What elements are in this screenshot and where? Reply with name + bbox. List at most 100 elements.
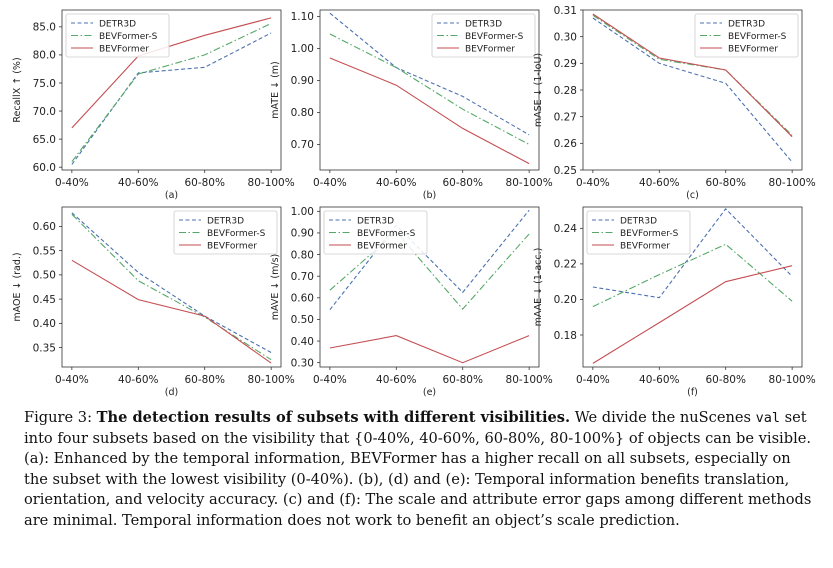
- subplot-c-legend-label-bevformer-s: BEVFormer-S: [728, 32, 787, 42]
- subplot-d-ytick-label-1: 0.40: [33, 318, 56, 330]
- subplot-f-xtick-label-1: 40-60%: [639, 374, 680, 386]
- subplot-c-series-detr3d: [592, 17, 793, 163]
- subplot-b-legend-label-detr3d: DETR3D: [465, 19, 502, 29]
- subplot-e: 0.30 0.40 0.50 0.60 0.70 0.80 0.90 1.00 0-40% 40-…: [270, 206, 553, 398]
- subplot-a-legend-label-bevformer: BEVFormer: [99, 44, 149, 54]
- subplot-c-ytick-label-1: 0.26: [554, 138, 578, 150]
- subplot-e-ytick-label-6: 0.90: [291, 228, 314, 240]
- subplot-c-ytick-label-6: 0.31: [554, 5, 577, 17]
- subplot-e-xtick-label-2: 60-80%: [442, 374, 483, 386]
- caption-text-1: We divide the nuScenes: [570, 409, 756, 426]
- subplot-b-series-bevformer: [329, 57, 530, 165]
- subplot-d-series-bevformer: [71, 259, 272, 364]
- subplot-b-legend-label-bevformer: BEVFormer: [465, 44, 515, 54]
- subplot-b-xtick-label-1: 40-60%: [376, 177, 417, 189]
- subplot-e-xtick-label-0: 0-40%: [313, 374, 347, 386]
- subplot-d-series-bevformer-s: [71, 213, 272, 361]
- subplot-f-series-detr3d: [592, 207, 793, 299]
- subplot-d: 0.35 0.40 0.45 0.50 0.55 0.60 0-40% 40-60% 60-80…: [12, 206, 295, 398]
- subplot-d-ytick-label-2: 0.45: [33, 294, 56, 306]
- subplot-c: 0.25 0.26 0.27 0.28 0.29 0.30 0.31 0-40% 40-60% 6…: [533, 5, 816, 201]
- subplot-b-ytick-label-2: 0.90: [291, 75, 314, 87]
- subplot-b-frame: [319, 9, 540, 171]
- subplot-e-ytick-label-4: 0.70: [291, 271, 314, 283]
- subplot-f-xtick-label-0: 0-40%: [576, 374, 610, 386]
- subplot-e-xtick-label-1: 40-60%: [376, 374, 417, 386]
- subplot-d-xtick-label-2: 60-80%: [184, 374, 225, 386]
- subplot-e-series-detr3d: [329, 209, 530, 311]
- subplot-f-legend-label-bevformer-s: BEVFormer-S: [620, 229, 679, 239]
- subplot-d-xtick-label-0: 0-40%: [55, 374, 89, 386]
- subplot-e-ylabel: mAVE ↓ (m/s): [270, 254, 281, 320]
- subplot-c-ytick-label-2: 0.27: [554, 111, 577, 123]
- subplot-a-frame: [61, 9, 282, 171]
- subplot-a-xtick-label-3: 80-100%: [248, 177, 295, 189]
- subplot-f: 0.18 0.20 0.22 0.24 0-40% 40-60% 60-80% 80-100%…: [533, 206, 816, 398]
- figure-caption: Figure 3: The detection results of subse…: [24, 408, 814, 531]
- subplot-c-xtick-label-3: 80-100%: [769, 177, 816, 189]
- subplot-b-ytick-label-4: 1.10: [291, 11, 314, 23]
- subplot-d-legend-box: [173, 210, 278, 255]
- subplot-f-legend-box: [586, 210, 691, 255]
- subplot-e-ytick-label-7: 1.00: [291, 206, 314, 218]
- subplot-c-xtick-label-2: 60-80%: [705, 177, 746, 189]
- subplot-a-legend: DETR3D BEVFormer-S BEVFormer: [65, 13, 170, 58]
- subplot-d-ylabel: mAOE ↓ (rad.): [12, 252, 23, 321]
- subplot-b-xtick-label-3: 80-100%: [506, 177, 553, 189]
- subplot-b-series-bevformer-s: [329, 33, 530, 145]
- subplot-f-xtick-label-3: 80-100%: [769, 374, 816, 386]
- subplot-a-ylabel: RecallX ↑ (%): [12, 57, 23, 122]
- subplot-c-xtick-label-1: 40-60%: [639, 177, 680, 189]
- subplot-f-ytick-label-1: 0.20: [554, 294, 577, 306]
- subplot-d-legend: DETR3D BEVFormer-S BEVFormer: [173, 210, 278, 255]
- subplot-e-legend-label-detr3d: DETR3D: [357, 216, 394, 226]
- subplot-e-ytick-label-2: 0.50: [291, 314, 314, 326]
- subplot-e-frame: [319, 206, 540, 368]
- subplot-c-panel-label: (c): [686, 190, 699, 201]
- subplot-f-series-bevformer-s: [592, 243, 793, 308]
- caption-label: Figure 3:: [24, 409, 97, 426]
- subplot-a-legend-label-bevformer-s: BEVFormer-S: [99, 32, 158, 42]
- subplot-a-panel-label: (a): [165, 190, 178, 201]
- subplot-f-legend-label-bevformer: BEVFormer: [620, 241, 670, 251]
- subplot-b-xtick-label-0: 0-40%: [313, 177, 347, 189]
- subplot-d-ytick-label-0: 0.35: [33, 342, 56, 354]
- subplot-e-ytick-label-1: 0.40: [291, 336, 314, 348]
- subplot-d-legend-label-bevformer-s: BEVFormer-S: [207, 229, 266, 239]
- subplot-f-legend-label-detr3d: DETR3D: [620, 216, 657, 226]
- subplot-e-ytick-label-5: 0.80: [291, 249, 314, 261]
- subplot-a-xtick-label-1: 40-60%: [118, 177, 159, 189]
- subplot-a-legend-label-detr3d: DETR3D: [99, 19, 136, 29]
- caption-text-2: set into four subsets based on the visib…: [24, 409, 812, 529]
- subplot-c-ytick-label-5: 0.30: [554, 31, 577, 43]
- subplot-a-ytick-label-2: 70.0: [33, 106, 56, 118]
- subplot-f-panel-label: (f): [687, 387, 698, 398]
- subplot-a-ytick-label-1: 65.0: [33, 134, 56, 146]
- subplot-e-legend-label-bevformer-s: BEVFormer-S: [357, 229, 416, 239]
- subplot-b-legend-box: [431, 13, 536, 58]
- subplot-d-ytick-label-3: 0.50: [33, 270, 56, 282]
- subplot-c-ytick-label-0: 0.25: [554, 165, 577, 177]
- subplot-b-ytick-label-3: 1.00: [291, 43, 314, 55]
- subplot-f-ylabel: mAAE ↓ (1-acc.): [533, 248, 544, 327]
- subplot-f-ytick-label-2: 0.22: [554, 259, 577, 271]
- subplot-b-panel-label: (b): [423, 190, 436, 201]
- subplot-a-ytick-label-3: 75.0: [33, 78, 56, 90]
- subplot-f-xtick-label-2: 60-80%: [705, 374, 746, 386]
- subplot-e-series-bevformer-s: [329, 231, 530, 310]
- subplot-b-xtick-label-2: 60-80%: [442, 177, 483, 189]
- subplot-e-ytick-label-3: 0.60: [291, 293, 314, 305]
- subplot-f-ytick-label-3: 0.24: [554, 223, 578, 235]
- subplot-c-series-bevformer: [592, 13, 793, 138]
- subplot-c-legend-box: [694, 13, 799, 58]
- subplot-e-ytick-label-0: 0.30: [291, 357, 314, 369]
- subplot-b-legend: DETR3D BEVFormer-S BEVFormer: [431, 13, 536, 58]
- subplot-d-panel-label: (d): [165, 387, 178, 398]
- subplot-f-series-bevformer: [592, 265, 793, 364]
- subplot-f-legend: DETR3D BEVFormer-S BEVFormer: [586, 210, 691, 255]
- subplot-e-panel-label: (e): [423, 387, 436, 398]
- subplot-a-series-bevformer: [71, 17, 272, 129]
- subplot-b-ytick-label-1: 0.80: [291, 107, 314, 119]
- subplot-d-legend-label-detr3d: DETR3D: [207, 216, 244, 226]
- subplot-c-legend-label-bevformer: BEVFormer: [728, 44, 778, 54]
